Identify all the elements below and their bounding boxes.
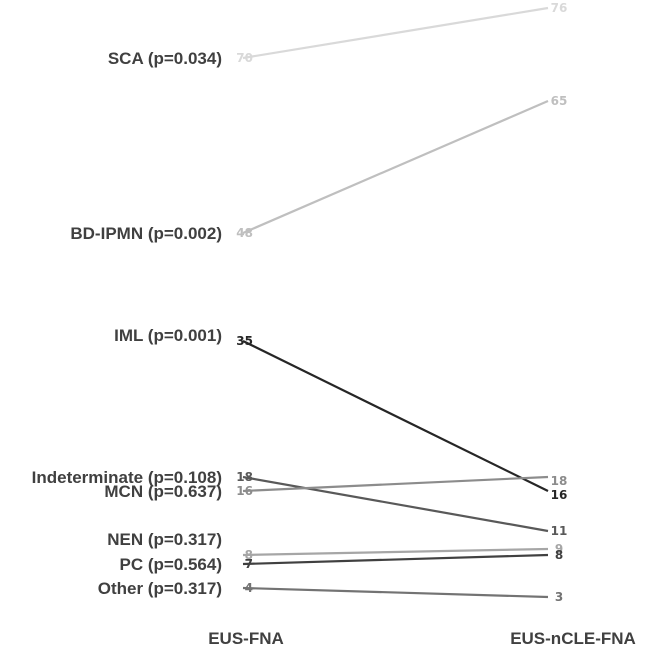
value-label-indeterminate-left: 18 bbox=[236, 470, 253, 484]
value-label-nen-left: 8 bbox=[245, 548, 253, 562]
x-tick-label-eus-ncle-fna: EUS-nCLE-FNA bbox=[510, 629, 636, 648]
value-label-indeterminate-right: 11 bbox=[551, 524, 568, 538]
series-line-nen bbox=[242, 547, 549, 557]
x-tick-label-eus-fna: EUS-FNA bbox=[208, 629, 284, 648]
series-lines bbox=[242, 6, 549, 599]
category-label-pc: PC (p=0.564) bbox=[119, 555, 222, 574]
category-label-mcn: MCN (p=0.637) bbox=[104, 482, 222, 501]
series-line-pc bbox=[242, 553, 549, 566]
series-line-iml bbox=[242, 340, 549, 492]
category-label-other: Other (p=0.317) bbox=[98, 579, 222, 598]
value-label-sca-right: 76 bbox=[551, 1, 568, 15]
value-label-pc-left: 7 bbox=[245, 557, 253, 571]
value-label-mcn-right: 18 bbox=[551, 474, 568, 488]
value-label-nen-right: 9 bbox=[555, 542, 563, 556]
series-line-indeterminate bbox=[242, 475, 549, 533]
value-label-other-right: 3 bbox=[555, 590, 563, 604]
series-line-bd-ipmn bbox=[242, 99, 549, 235]
value-label-bd-ipmn-right: 65 bbox=[551, 94, 568, 108]
value-label-pc-right: 8 bbox=[555, 548, 563, 562]
value-label-mcn-left: 16 bbox=[236, 484, 253, 498]
x-axis: EUS-FNA EUS-nCLE-FNA bbox=[208, 629, 636, 648]
value-label-iml-left: 35 bbox=[236, 334, 253, 348]
value-label-sca-left: 70 bbox=[236, 51, 253, 65]
category-label-indeterminate: Indeterminate (p=0.108) bbox=[32, 468, 222, 487]
category-label-nen: NEN (p=0.317) bbox=[107, 530, 222, 549]
category-label-sca: SCA (p=0.034) bbox=[108, 49, 222, 68]
value-label-bd-ipmn-left: 48 bbox=[236, 226, 253, 240]
category-label-iml: IML (p=0.001) bbox=[114, 326, 222, 345]
series-line-sca bbox=[242, 6, 549, 60]
series-line-mcn bbox=[242, 475, 549, 493]
category-labels: SCA (p=0.034) BD-IPMN (p=0.002) IML (p=0.0… bbox=[32, 49, 222, 598]
value-label-other-left: 4 bbox=[245, 581, 253, 595]
series-line-other bbox=[242, 586, 549, 599]
category-label-bd-ipmn: BD-IPMN (p=0.002) bbox=[70, 224, 222, 243]
value-label-iml-right: 16 bbox=[551, 488, 568, 502]
